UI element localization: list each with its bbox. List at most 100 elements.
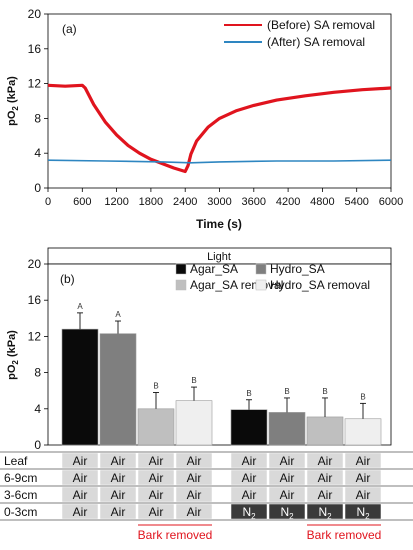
table-cell-text: Air (187, 505, 202, 519)
panel-a-y-axis: 0 4 8 12 16 20 (28, 7, 48, 195)
table-cell (137, 469, 175, 486)
table-cell-text: Air (356, 471, 371, 485)
table-cell (344, 486, 382, 503)
table-row-label: 3-6cm (4, 488, 37, 502)
table-cell-text: Air (111, 505, 126, 519)
y-tick-label: 20 (28, 257, 42, 271)
table-cell-text: Air (280, 471, 295, 485)
y-tick-label: 4 (34, 402, 41, 416)
x-tick-label: 4800 (310, 196, 334, 208)
table-cell-text: N2 (242, 505, 256, 521)
series-line (47, 83, 392, 174)
bar (137, 408, 175, 446)
significance-letter: B (191, 376, 196, 385)
table-cell-text: Air (242, 454, 257, 468)
legend-swatch (255, 279, 267, 291)
table-cell-text: Air (356, 488, 371, 502)
table-cell (230, 452, 268, 469)
bar (230, 409, 268, 446)
legend-swatch (255, 263, 267, 275)
legend-swatch (175, 279, 187, 291)
table-cell (137, 486, 175, 503)
table-cell (268, 486, 306, 503)
panel-a-x-axis: 0 600 1200 1800 2400 3000 3600 4200 4800 5400 6000 (45, 188, 403, 208)
x-tick-label: 5400 (344, 196, 368, 208)
table-cell (268, 503, 306, 520)
table-cell (175, 486, 213, 503)
panel-b-y-axis-title: pO2 (kPa) (6, 330, 20, 380)
treatment-table: Leaf Air Air Air Air Air Air Air Air 6-9cm Air Air A… (0, 451, 413, 542)
table-cell-text: Air (149, 505, 164, 519)
x-tick-label: 2400 (173, 196, 197, 208)
table-cell (99, 486, 137, 503)
table-cell (61, 452, 99, 469)
table-cell (306, 452, 344, 469)
table-cell-text: Air (187, 454, 202, 468)
x-tick-label: 600 (73, 196, 91, 208)
table-cell (230, 486, 268, 503)
legend-label: Hydro_SA (270, 262, 325, 276)
legend-label: Agar_SA (190, 262, 238, 276)
significance-letter: B (153, 382, 158, 391)
bar (344, 418, 382, 446)
x-tick-label: 1200 (104, 196, 128, 208)
table-cell (230, 469, 268, 486)
bar (99, 333, 137, 446)
table-cell-text: Air (73, 488, 88, 502)
table-cell-text: Air (187, 471, 202, 485)
panel-b-label: (b) (60, 272, 75, 286)
table-cell (137, 452, 175, 469)
table-cell-text: Air (187, 488, 202, 502)
y-tick-label: 16 (28, 293, 42, 307)
legend-label: Hydro_SA removal (270, 278, 370, 292)
panel-a-x-axis-title: Time (s) (196, 217, 242, 231)
x-tick-label: 1800 (139, 196, 163, 208)
table-cell (61, 503, 99, 520)
legend-swatch (175, 263, 187, 275)
table-cell (268, 452, 306, 469)
panel-b-y-axis: 0 4 8 12 16 20 (28, 257, 48, 452)
table-cell-text: Air (73, 454, 88, 468)
table-cell (344, 503, 382, 520)
table-cell (230, 503, 268, 520)
y-tick-label: 0 (34, 438, 41, 452)
bark-removed-label: Bark removed (307, 528, 382, 542)
table-cell-text: Air (318, 454, 333, 468)
bar (306, 416, 344, 446)
table-row-label: 0-3cm (4, 505, 37, 519)
significance-letter: A (115, 310, 121, 319)
table-cell-text: Air (280, 454, 295, 468)
table-cell-text: N2 (318, 505, 332, 521)
x-tick-label: 3600 (242, 196, 266, 208)
significance-letter: B (284, 387, 289, 396)
significance-letter: A (77, 302, 83, 311)
y-tick-label: 16 (28, 42, 42, 56)
y-tick-label: 8 (34, 366, 41, 380)
table-cell-text: Air (318, 488, 333, 502)
table-cell (306, 469, 344, 486)
bar (61, 328, 99, 446)
table-row-label: Leaf (4, 454, 28, 468)
table-cell (61, 469, 99, 486)
table-cell (99, 469, 137, 486)
panel-a: (a) 0 4 8 12 16 20 0 600 1200 1800 2400 3000 3600 42… (6, 7, 403, 231)
table-cell (268, 469, 306, 486)
panel-b-header: Light (207, 251, 231, 263)
table-row-label: 6-9cm (4, 471, 37, 485)
table-cell-text: N2 (280, 505, 294, 521)
table-cell (344, 469, 382, 486)
table-cell-text: Air (280, 488, 295, 502)
panel-a-label: (a) (62, 22, 77, 36)
panel-a-y-axis-title: pO2 (kPa) (6, 76, 20, 126)
table-cell-text: Air (111, 471, 126, 485)
significance-letter: B (246, 389, 251, 398)
table-cell (137, 503, 175, 520)
panel-b-bars: A A B B B B B B (61, 302, 382, 446)
bar (175, 400, 213, 446)
table-cell-text: Air (149, 471, 164, 485)
x-tick-label: 3000 (207, 196, 231, 208)
y-tick-label: 12 (28, 329, 42, 343)
table-cell (175, 469, 213, 486)
